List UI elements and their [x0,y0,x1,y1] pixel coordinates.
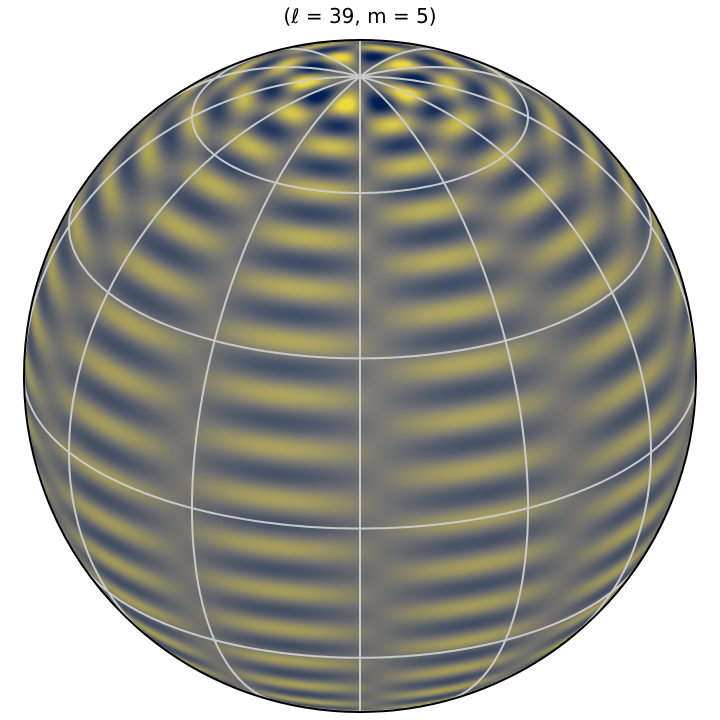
meridian-line [191,75,361,702]
meridian-line [359,66,567,112]
meridian-line [359,75,653,640]
figure-title: (ℓ = 39, m = 5) [283,4,437,28]
meridian-line [24,75,361,371]
meridian-line [153,66,361,112]
meridian-line [67,75,361,640]
meridian-line [275,47,361,78]
meridian-line [359,47,445,78]
sphere-outline [23,39,697,713]
meridian-line [359,75,529,702]
meridian-line [359,75,696,377]
